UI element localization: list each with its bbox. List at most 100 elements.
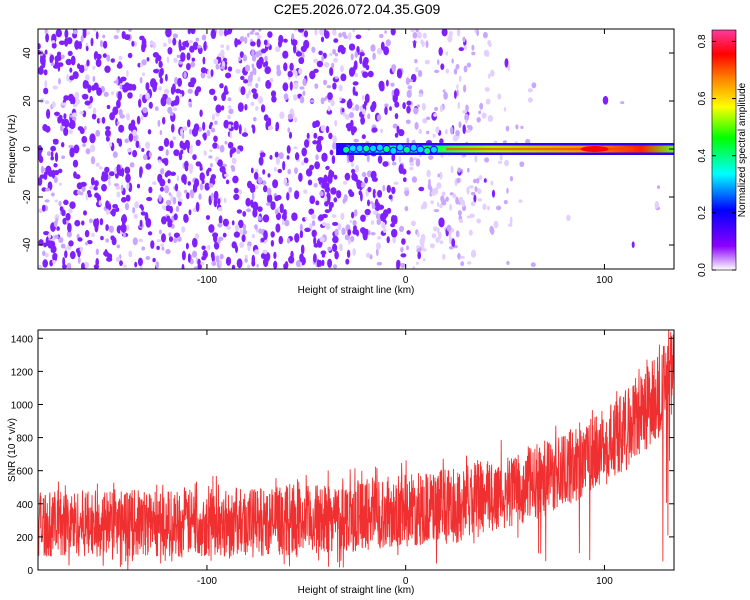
noise-blob: [164, 185, 170, 194]
noise-blob: [271, 95, 277, 103]
noise-blob: [329, 67, 334, 76]
noise-blob: [43, 87, 49, 95]
noise-blob: [131, 40, 135, 47]
noise-blob: [72, 103, 78, 108]
noise-blob: [322, 222, 327, 227]
noise-blob: [240, 86, 246, 96]
noise-blob: [376, 114, 382, 121]
y-tick-label: 1400: [11, 334, 34, 345]
noise-blob: [244, 36, 248, 44]
y-tick-label: 40: [22, 47, 33, 59]
noise-blob: [192, 237, 198, 248]
noise-blob: [299, 95, 305, 104]
noise-blob: [422, 32, 427, 39]
noise-blob: [109, 112, 115, 121]
noise-blob: [116, 77, 119, 86]
noise-blob: [66, 262, 72, 269]
noise-blob: [217, 53, 222, 57]
noise-blob: [131, 84, 137, 91]
noise-blob: [138, 98, 142, 108]
noise-blob: [351, 168, 356, 174]
noise-blob: [282, 160, 286, 171]
noise-blob: [171, 123, 175, 133]
noise-blob: [344, 234, 350, 241]
noise-blob: [299, 86, 305, 90]
noise-blob: [203, 132, 207, 141]
noise-blob: [413, 40, 416, 49]
noise-blob: [212, 113, 215, 121]
noise-blob: [132, 129, 137, 136]
noise-blob: [158, 145, 164, 152]
noise-blob: [496, 205, 502, 211]
noise-blob: [405, 119, 411, 125]
noise-blob: [342, 198, 346, 204]
noise-blob: [350, 162, 355, 168]
noise-blob: [466, 186, 470, 195]
noise-blob: [195, 201, 200, 212]
noise-blob: [279, 203, 284, 214]
noise-blob: [283, 93, 289, 101]
noise-blob: [177, 77, 183, 87]
noise-blob: [454, 90, 457, 99]
noise-blob: [347, 229, 352, 236]
noise-blob: [449, 203, 452, 211]
noise-blob: [231, 220, 235, 226]
noise-blob: [257, 76, 261, 82]
noise-blob: [38, 177, 43, 186]
noise-blob: [199, 166, 203, 171]
noise-blob: [100, 235, 104, 241]
noise-blob: [415, 66, 419, 73]
noise-blob: [38, 208, 44, 214]
noise-blob: [361, 172, 367, 178]
noise-blob: [194, 233, 199, 240]
noise-blob: [416, 261, 419, 265]
noise-blob: [289, 81, 293, 91]
noise-blob: [218, 215, 223, 225]
noise-blob: [263, 230, 268, 241]
noise-blob: [294, 190, 300, 200]
noise-blob: [527, 88, 533, 93]
noise-blob: [245, 197, 251, 207]
noise-blob: [192, 250, 197, 258]
noise-blob: [238, 124, 242, 135]
noise-blob: [211, 260, 217, 267]
colorbar-tick-label: 0.6: [697, 91, 708, 105]
noise-blob: [249, 31, 254, 35]
noise-blob: [164, 88, 170, 95]
noise-blob: [89, 133, 96, 144]
snr-x-label: Height of straight line (km): [298, 585, 415, 596]
noise-blob: [181, 174, 187, 184]
noise-blob: [235, 68, 241, 74]
noise-blob: [199, 183, 204, 191]
noise-blob: [260, 253, 266, 259]
noise-blob: [54, 199, 58, 203]
noise-blob: [208, 124, 212, 130]
noise-blob: [219, 253, 224, 260]
noise-blob: [471, 249, 476, 258]
noise-blob: [416, 104, 420, 108]
noise-blob: [302, 78, 307, 86]
noise-blob: [206, 244, 211, 251]
noise-blob: [189, 166, 193, 174]
noise-blob: [348, 153, 355, 163]
noise-blob: [112, 106, 119, 116]
noise-blob: [442, 253, 446, 260]
noise-blob: [383, 228, 387, 234]
noise-blob: [465, 119, 468, 124]
noise-blob: [444, 129, 448, 135]
noise-blob: [458, 218, 464, 223]
noise-blob: [216, 144, 220, 150]
noise-blob: [159, 129, 163, 136]
noise-blob: [566, 214, 571, 221]
noise-blob: [140, 211, 146, 216]
noise-blob: [187, 29, 191, 35]
noise-blob: [94, 180, 99, 187]
noise-blob: [342, 111, 346, 117]
noise-blob: [72, 29, 78, 35]
noise-blob: [139, 93, 143, 100]
noise-blob: [286, 155, 290, 160]
noise-blob: [325, 165, 330, 170]
x-tick-label: -100: [197, 576, 217, 587]
noise-blob: [202, 121, 206, 131]
noise-blob: [456, 89, 459, 97]
